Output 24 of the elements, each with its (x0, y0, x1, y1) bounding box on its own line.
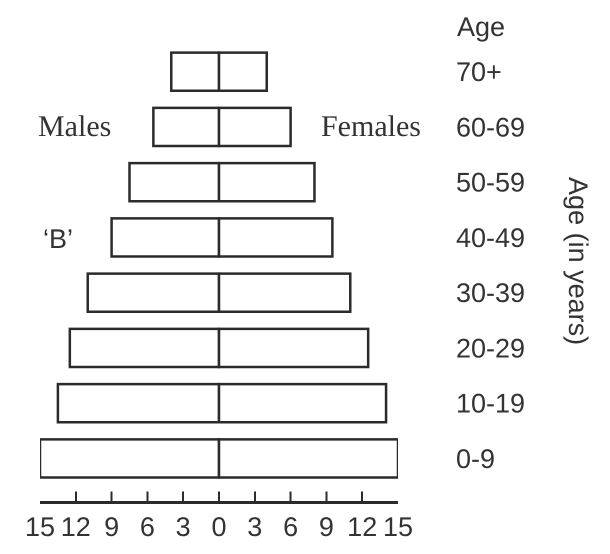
series-label: Females (321, 110, 421, 143)
x-tick-label: 3 (176, 512, 191, 542)
y-tick-label: 50-59 (456, 168, 526, 198)
x-tick-label: 6 (140, 512, 155, 542)
y-tick-label: 40-49 (456, 222, 526, 253)
x-tick-label: 9 (318, 512, 334, 542)
x-tick-label: 12 (60, 512, 91, 542)
x-tick-label: 15 (24, 512, 56, 542)
x-tick-label: 9 (104, 512, 120, 542)
y-tick-label: 10-19 (456, 388, 526, 419)
text: Age (457, 12, 506, 42)
x-tick-label: 0 (211, 512, 227, 542)
x-tick-label: 15 (382, 512, 414, 542)
y-tick-label: 0-9 (456, 444, 496, 474)
x-tick-label: 3 (247, 512, 262, 542)
y-tick-label: 30-39 (456, 278, 526, 308)
series-label: Males (38, 110, 112, 143)
x-tick-label: 6 (283, 512, 298, 542)
y-tick-label: 20-29 (456, 333, 526, 364)
y-axis-title: Age (in years) (563, 177, 594, 346)
annotation: ‘B’ (43, 224, 74, 254)
y-tick-label: 70+ (456, 57, 502, 88)
x-tick-label: 12 (347, 512, 378, 542)
y-tick-label: 60-69 (456, 112, 526, 142)
